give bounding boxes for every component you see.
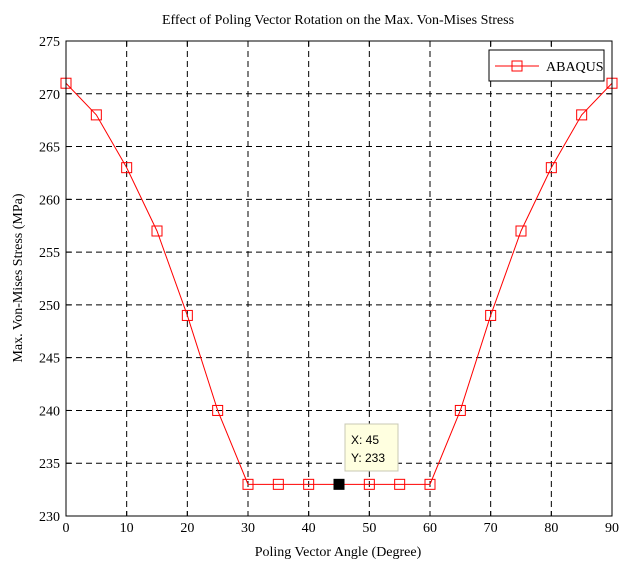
data-point[interactable] xyxy=(576,109,588,121)
x-tick-label: 20 xyxy=(180,521,194,536)
data-point[interactable] xyxy=(485,309,497,321)
datatip[interactable]: X: 45 Y: 233 xyxy=(344,423,399,472)
plot-area xyxy=(66,41,612,516)
x-tick-label: 90 xyxy=(605,521,619,536)
data-point[interactable] xyxy=(181,309,193,321)
y-tick-label: 240 xyxy=(39,404,60,419)
y-tick-label: 270 xyxy=(39,88,60,103)
data-point[interactable] xyxy=(272,478,284,490)
chart-title: Effect of Poling Vector Rotation on the … xyxy=(162,13,514,28)
x-tick-label: 10 xyxy=(120,521,134,536)
data-point[interactable] xyxy=(303,478,315,490)
data-point[interactable] xyxy=(363,478,375,490)
datatip-y: Y: 233 xyxy=(351,451,385,465)
x-tick-label: 60 xyxy=(423,521,437,536)
y-tick-label: 260 xyxy=(39,193,60,208)
y-tick-label: 250 xyxy=(39,299,60,314)
data-point[interactable] xyxy=(151,225,163,237)
y-tick-label: 230 xyxy=(39,510,60,525)
data-series[interactable] xyxy=(60,77,618,490)
y-tick-label: 245 xyxy=(39,352,60,367)
legend[interactable]: ABAQUS xyxy=(488,49,605,82)
legend-marker xyxy=(511,60,523,72)
selected-data-point[interactable] xyxy=(333,478,345,490)
grid-lines xyxy=(66,41,612,516)
data-point[interactable] xyxy=(121,162,133,174)
y-tick-label: 275 xyxy=(39,35,60,50)
data-point[interactable] xyxy=(454,404,466,416)
y-tick-label: 265 xyxy=(39,141,60,156)
legend-label: ABAQUS xyxy=(546,60,604,75)
x-tick-label: 0 xyxy=(63,521,70,536)
data-point[interactable] xyxy=(394,478,406,490)
x-tick-label: 70 xyxy=(484,521,498,536)
y-axis-label: Max. Von-Mises Stress (MPa) xyxy=(11,193,26,362)
plot-frame xyxy=(65,40,613,517)
data-point[interactable] xyxy=(515,225,527,237)
y-tick-label: 235 xyxy=(39,457,60,472)
data-point[interactable] xyxy=(90,109,102,121)
data-point[interactable] xyxy=(242,478,254,490)
axis-ticks: 0 10 20 30 40 50 60 70 80 90 230 235 240 245 250 255 260… xyxy=(39,35,619,536)
x-tick-label: 40 xyxy=(302,521,316,536)
x-tick-label: 30 xyxy=(241,521,255,536)
x-axis-label: Poling Vector Angle (Degree) xyxy=(255,545,422,560)
x-tick-label: 80 xyxy=(544,521,558,536)
data-point[interactable] xyxy=(545,162,557,174)
data-point[interactable] xyxy=(424,478,436,490)
data-point[interactable] xyxy=(212,404,224,416)
y-tick-label: 255 xyxy=(39,246,60,261)
datatip-box xyxy=(344,423,399,472)
x-tick-label: 50 xyxy=(362,521,376,536)
datatip-x: X: 45 xyxy=(351,433,379,447)
